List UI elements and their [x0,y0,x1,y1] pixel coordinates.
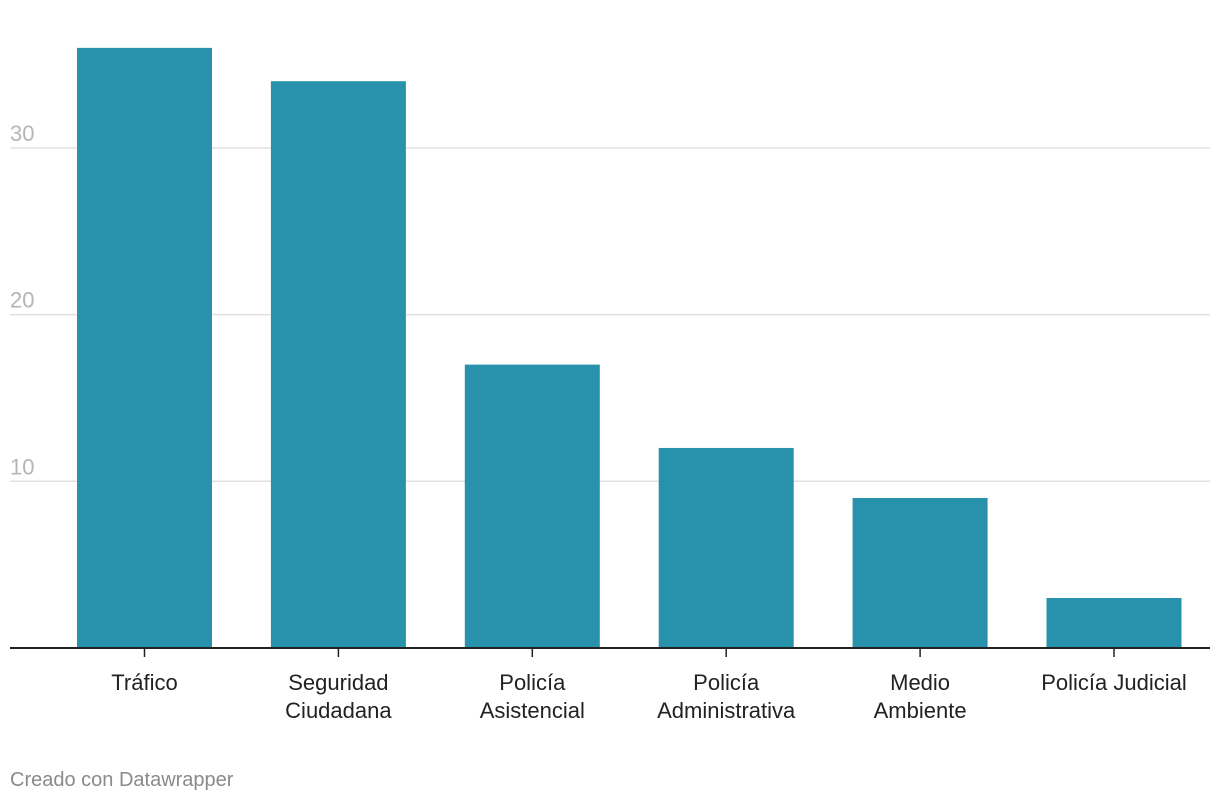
x-tick-label-line: Seguridad [288,670,388,695]
bar-1 [270,81,406,649]
bar-3 [658,447,794,648]
x-tick-label-line: Policía [499,670,566,695]
y-tick-label-10: 10 [10,454,34,479]
y-tick-label-20: 20 [10,288,34,313]
x-tick-label-0: Tráfico [111,670,177,695]
x-tick-label-line: Administrativa [657,698,796,723]
bars [77,47,1182,649]
x-tick-label-line: Ciudadana [285,698,392,723]
bar-4 [852,497,988,648]
x-tick-label-line: Policía Judicial [1041,670,1187,695]
bar-5 [1046,597,1182,648]
x-tick-label-4: Medio Ambiente [874,670,967,723]
x-tick-label-line: Asistencial [480,698,585,723]
x-tick-label-line: Policía [693,670,760,695]
x-tick-label-line: Ambiente [874,698,967,723]
x-tick-label-2: Policía Asistencial [480,670,585,723]
x-tick-label-line: Medio [890,670,950,695]
bar-2 [464,364,600,648]
x-tick-label-3: Policía Administrativa [657,670,796,723]
bar-0 [77,47,212,648]
x-tick-label-line: Tráfico [111,670,177,695]
x-tick-labels: Tráfico Seguridad Ciudadana Policía Asistenc… [111,670,1186,723]
y-tick-labels: 10 20 30 [10,121,34,479]
x-tick-label-1: Seguridad Ciudadana [285,670,392,723]
credit-text: Creado con Datawrapper [10,769,234,791]
x-tick-label-5: Policía Judicial [1041,670,1187,695]
y-tick-label-30: 30 [10,121,34,146]
x-axis [10,647,1210,657]
